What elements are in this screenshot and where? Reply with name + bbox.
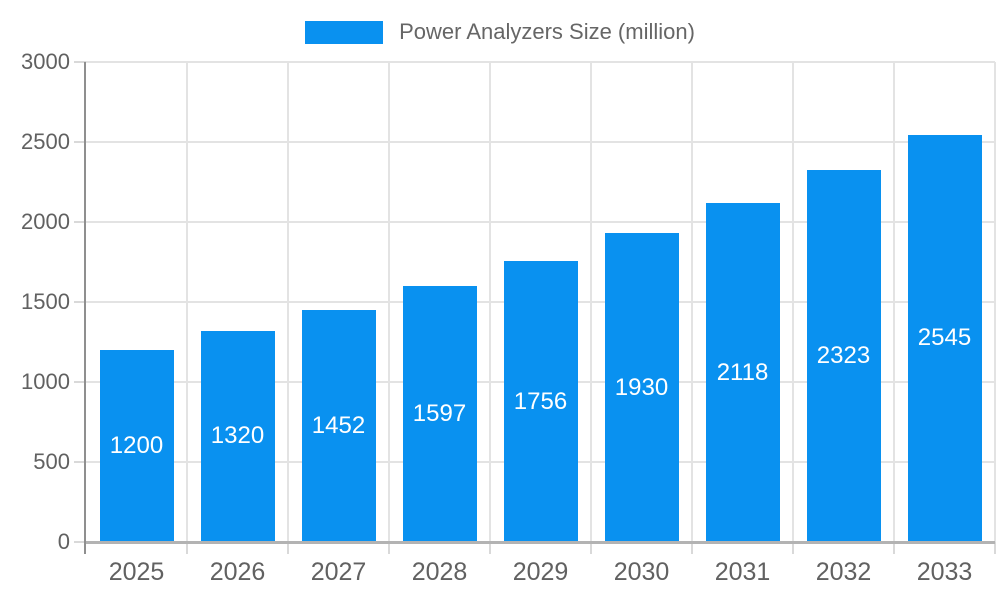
x-axis-label: 2029: [512, 558, 569, 586]
y-tick: [74, 141, 86, 143]
bar-value-label: 1597: [412, 400, 467, 428]
x-axis-label: 2030: [613, 558, 670, 586]
gridline-vertical: [287, 62, 289, 542]
x-axis-line: [86, 541, 995, 544]
gridline-vertical: [792, 62, 794, 542]
gridline-vertical: [590, 62, 592, 542]
gridline-vertical: [893, 62, 895, 542]
x-tick: [893, 542, 895, 554]
y-tick: [74, 461, 86, 463]
bar-2029[interactable]: [503, 261, 578, 541]
y-tick: [74, 541, 86, 543]
x-tick: [489, 542, 491, 554]
x-tick: [287, 542, 289, 554]
x-axis-label: 2027: [310, 558, 367, 586]
bar-2028[interactable]: [402, 286, 477, 541]
gridline-horizontal: [86, 221, 995, 223]
bar-2033[interactable]: [907, 134, 982, 541]
x-tick: [792, 542, 794, 554]
gridline-vertical: [994, 62, 996, 542]
y-axis-tick-label: 1000: [21, 369, 70, 394]
x-tick: [590, 542, 592, 554]
x-axis-label: 2026: [209, 558, 266, 586]
bar-2027[interactable]: [301, 309, 376, 541]
x-axis-label: 2032: [815, 558, 872, 586]
gridline-vertical: [489, 62, 491, 542]
bar-value-label: 2118: [716, 358, 769, 386]
legend[interactable]: Power Analyzers Size (million): [0, 18, 1000, 46]
y-tick: [74, 301, 86, 303]
x-tick: [691, 542, 693, 554]
y-axis-line: [84, 62, 86, 554]
y-tick: [74, 221, 86, 223]
bar-value-label: 1320: [210, 422, 265, 450]
x-tick: [388, 542, 390, 554]
bar-value-label: 1200: [109, 432, 164, 459]
x-axis-label: 2033: [916, 558, 973, 586]
bar-value-label: 2545: [917, 324, 972, 352]
bar-2032[interactable]: [806, 170, 881, 541]
x-tick: [994, 542, 996, 554]
gridline-vertical: [388, 62, 390, 542]
bar-value-label: 1756: [513, 387, 568, 415]
x-axis-label: 2025: [108, 558, 165, 586]
x-tick: [186, 542, 188, 554]
y-axis-tick-label: 1500: [21, 289, 70, 314]
bar-value-label: 1930: [614, 373, 669, 401]
bar-value-label: 2323: [816, 342, 871, 370]
bar-value-label: 1452: [311, 411, 366, 439]
gridline-vertical: [691, 62, 693, 542]
gridline-horizontal: [86, 61, 995, 63]
legend-label: Power Analyzers Size (million): [399, 19, 695, 44]
y-tick: [74, 381, 86, 383]
bar-2026[interactable]: [200, 330, 275, 541]
y-axis-tick-label: 2000: [21, 209, 70, 234]
x-axis-label: 2028: [411, 558, 468, 586]
bar-2031[interactable]: [705, 203, 780, 541]
gridline-horizontal: [86, 141, 995, 143]
y-axis-tick-label: 0: [57, 529, 70, 554]
bar-2025[interactable]: [99, 350, 174, 541]
y-axis-tick-label: 500: [33, 449, 70, 474]
legend-swatch-icon: [305, 20, 384, 44]
y-axis-tick-label: 2500: [21, 129, 70, 154]
gridline-vertical: [186, 62, 188, 542]
x-axis-label: 2031: [714, 558, 771, 586]
bar-2030[interactable]: [604, 233, 679, 541]
y-axis-tick-label: 3000: [21, 49, 70, 74]
y-tick: [74, 61, 86, 63]
